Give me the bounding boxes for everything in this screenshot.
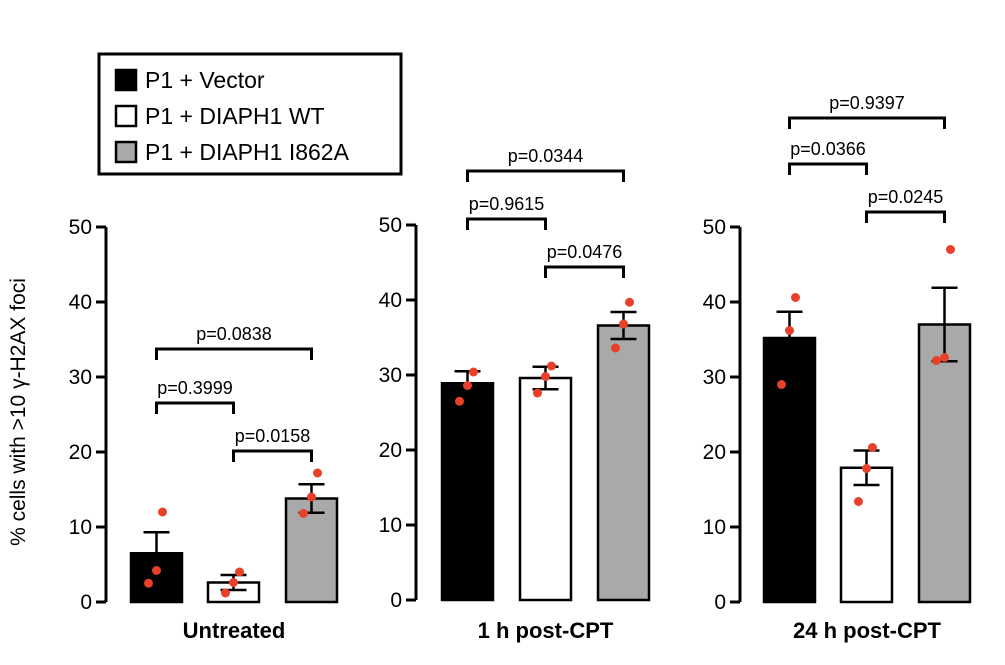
y-tick-label: 20 [379,439,402,462]
panel-title: Untreated [183,618,286,643]
data-point [158,507,167,517]
y-axis-label: % cells with >10 γ-H2AX foci [7,278,30,546]
data-point [533,388,542,398]
y-tick-label: 0 [390,589,402,612]
significance-bracket [466,169,625,182]
bar-p1-diaph1-i862a [596,324,651,602]
panel-title: 1 h post-CPT [478,618,614,643]
y-tick-label: 0 [714,591,726,614]
y-tick-label: 40 [69,291,92,314]
significance-bracket [466,217,547,230]
legend-label-wt: P1 + DIAPH1 WT [145,103,325,129]
data-point [854,497,863,506]
data-point [299,509,308,518]
legend-swatch-vector [114,68,138,92]
data-point [940,353,949,362]
p-value-label: p=0.0344 [508,146,584,166]
y-tick-label: 50 [703,216,726,239]
y-tick-label: 30 [69,366,92,389]
data-point [791,293,800,302]
data-point [221,588,230,598]
significance-bracket [232,449,313,462]
data-point [862,464,871,473]
legend-entry-wt: P1 + DIAPH1 WT [114,103,325,129]
significance-bracket [155,347,313,360]
data-point [469,367,478,377]
bar-p1-diaph1-wt [839,466,894,604]
bar-p1-diaph1-i862a [917,323,972,604]
panel-3: 0 10 20 30 40 50 p=0.0366 p=0.0245 p=0.9397 24 h … [703,93,972,643]
p-value-label: p=0.0838 [196,324,272,344]
y-tick-label: 40 [379,289,402,312]
data-point [785,326,794,335]
significance-bracket [865,210,946,223]
significance-bracket [155,401,235,414]
data-point [307,492,316,502]
data-point [868,443,877,452]
data-point [777,380,786,389]
legend-entry-vector: P1 + Vector [114,67,265,93]
panels: 0 10 20 30 40 50 p=0.3999 p=0.0158 p=0.0838 Untre… [69,93,972,643]
y-tick-label: 30 [703,366,726,389]
y-tick-label: 30 [379,364,402,387]
legend-swatch-wt [114,104,138,128]
bar-p1-vector [762,336,817,604]
data-point [547,361,556,371]
bar-p1-diaph1-wt [518,376,573,602]
data-point [611,343,620,353]
p-value-label: p=0.9397 [829,93,905,113]
data-point [619,319,628,329]
data-point [152,566,161,575]
legend-label-i862a: P1 + DIAPH1 I862A [145,139,350,165]
legend: P1 + Vector P1 + DIAPH1 WT P1 + DIAPH1 I… [97,52,403,176]
data-point [932,356,941,365]
data-point [455,396,464,406]
p-value-label: p=0.0245 [868,187,944,207]
legend-label-vector: P1 + Vector [145,67,265,93]
legend-swatch-i862a [114,140,138,164]
y-tick-label: 10 [379,514,402,537]
data-point [144,578,153,588]
p-value-label: p=0.9615 [469,194,545,214]
p-value-label: p=0.3999 [157,378,233,398]
y-tick-label: 50 [69,216,92,239]
bar-p1-vector [440,382,495,602]
data-point [235,567,244,577]
y-tick-label: 40 [703,291,726,314]
p-value-label: p=0.0366 [790,139,866,159]
panel-title: 24 h post-CPT [793,618,941,643]
data-point [229,578,238,587]
significance-bracket [788,162,868,175]
y-tick-label: 10 [703,516,726,539]
bar-p1-diaph1-i862a [284,497,339,604]
data-point [625,297,634,307]
y-tick-label: 20 [703,441,726,464]
data-point [463,381,472,390]
y-tick-label: 50 [379,214,402,237]
p-value-label: p=0.0158 [235,426,311,446]
y-tick-label: 20 [69,441,92,464]
significance-bracket [544,265,625,278]
data-point [541,372,550,381]
y-tick-label: 0 [80,591,92,614]
data-point [946,245,955,254]
legend-entry-i862a: P1 + DIAPH1 I862A [114,139,350,165]
y-tick-label: 10 [69,516,92,539]
panel-2: 0 10 20 30 40 50 p=0.9615 p=0.0476 p=0.0344 1 h p… [379,146,651,643]
p-value-label: p=0.0476 [547,242,623,262]
significance-bracket [788,116,946,129]
legend-frame [97,52,403,176]
panel-1: 0 10 20 30 40 50 p=0.3999 p=0.0158 p=0.0838 Untre… [69,216,339,643]
data-point [313,468,322,478]
